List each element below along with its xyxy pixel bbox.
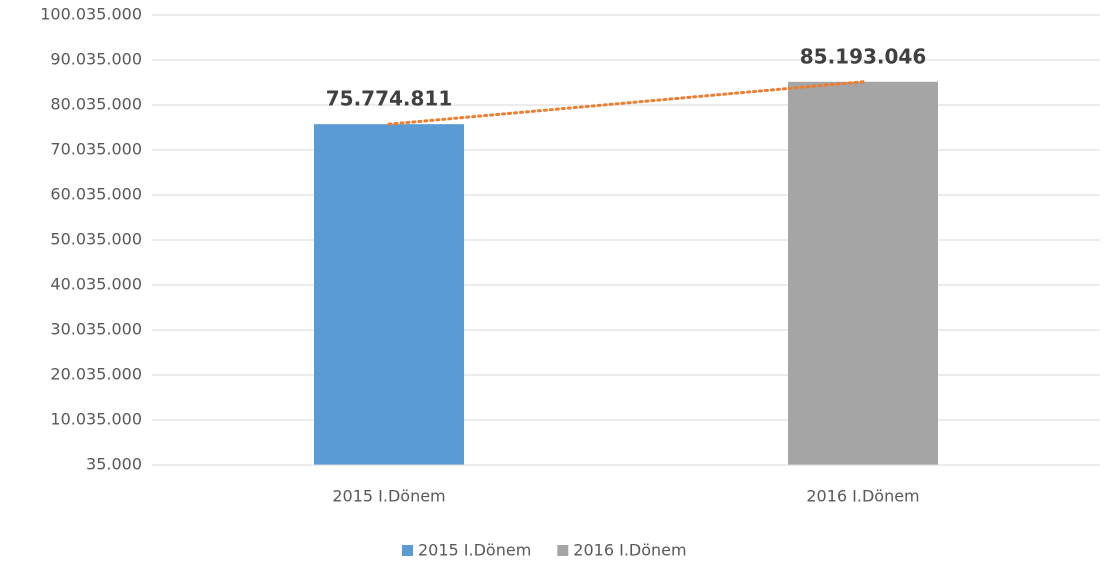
y-tick-label: 30.035.000 [50,320,142,339]
x-tick-label: 2016 I.Dönem [806,487,919,506]
y-tick-label: 20.035.000 [50,365,142,384]
y-tick-label: 10.035.000 [50,410,142,429]
y-tick-label: 80.035.000 [50,95,142,114]
bar [788,81,938,466]
y-tick-label: 35.000 [86,455,142,474]
x-tick-label: 2015 I.Dönem [332,487,445,506]
value-label: 85.193.046 [800,44,927,68]
legend-label: 2015 I.Dönem [418,541,531,560]
legend-label: 2016 I.Dönem [573,541,686,560]
y-tick-label: 100.035.000 [40,5,142,24]
bar [314,124,464,466]
y-tick-label: 60.035.000 [50,185,142,204]
y-tick-label: 50.035.000 [50,230,142,249]
y-tick-label: 70.035.000 [50,140,142,159]
legend-swatch [557,545,569,556]
legend-swatch [402,545,413,556]
value-label: 75.774.811 [326,87,453,111]
y-tick-label: 90.035.000 [50,50,142,69]
y-tick-label: 40.035.000 [50,275,142,294]
trendline [387,80,865,126]
